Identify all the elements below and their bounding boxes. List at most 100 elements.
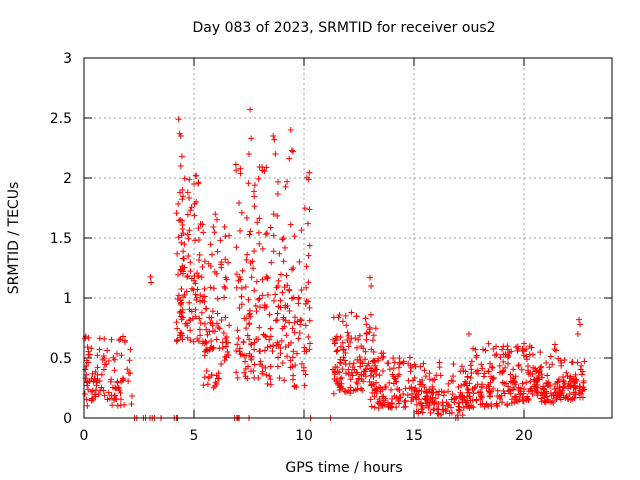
data-point [221, 223, 228, 230]
data-point [415, 410, 422, 417]
data-point [221, 294, 228, 301]
data-point [405, 360, 412, 367]
data-point [280, 314, 287, 321]
data-point [372, 362, 379, 369]
data-point [177, 216, 184, 223]
data-point [286, 286, 293, 293]
data-point [396, 361, 403, 368]
data-point [376, 372, 383, 379]
data-point [396, 371, 403, 378]
data-point [104, 347, 111, 354]
data-point [274, 316, 281, 323]
data-point [469, 386, 476, 393]
data-point [175, 116, 182, 123]
data-point [555, 378, 562, 385]
data-point [175, 200, 182, 207]
data-point [448, 404, 454, 411]
data-point [349, 372, 356, 379]
data-point [216, 325, 223, 332]
data-point [180, 255, 187, 262]
chart-title: Day 083 of 2023, SRMTID for receiver ous… [192, 20, 495, 36]
data-point [241, 315, 248, 322]
data-point [342, 350, 349, 357]
data-point [303, 263, 310, 270]
data-point [256, 324, 263, 331]
data-point [96, 346, 103, 353]
data-point [282, 317, 289, 324]
y-tick-label: 2 [63, 171, 72, 187]
data-point [243, 352, 250, 359]
data-point [256, 304, 263, 311]
data-point [286, 307, 293, 314]
data-point [278, 271, 285, 278]
data-point [270, 342, 277, 349]
data-point [84, 382, 91, 389]
data-point [274, 190, 281, 197]
data-point [497, 395, 504, 402]
data-point [201, 348, 208, 355]
data-point [500, 358, 507, 365]
data-point [371, 393, 378, 400]
data-point [512, 394, 519, 401]
data-point [242, 283, 249, 290]
data-point [255, 336, 262, 343]
data-point [485, 388, 492, 395]
data-point [86, 378, 93, 385]
data-point [221, 357, 228, 364]
data-point [275, 282, 282, 289]
data-point [207, 319, 214, 326]
data-point [117, 336, 124, 343]
data-point [493, 401, 500, 408]
data-point [187, 207, 194, 214]
data-point [507, 390, 514, 397]
data-point [264, 380, 271, 387]
data-point [467, 362, 474, 369]
data-point [245, 180, 252, 187]
data-point [215, 375, 222, 382]
data-point [178, 217, 185, 224]
data-point [221, 283, 228, 290]
data-point [89, 387, 96, 394]
data-point [117, 396, 124, 403]
data-point [100, 366, 107, 373]
y-tick-label: 0.5 [50, 351, 72, 367]
data-point [279, 360, 286, 367]
data-point [84, 344, 91, 351]
data-point [565, 395, 572, 402]
data-point [210, 285, 217, 292]
data-point [412, 384, 419, 391]
data-point [453, 394, 460, 401]
data-point [266, 372, 273, 379]
data-point [103, 361, 110, 368]
data-point [180, 248, 187, 255]
data-point [343, 322, 350, 329]
data-point [363, 336, 370, 343]
data-point [236, 304, 243, 311]
data-point [126, 357, 133, 364]
data-point [222, 343, 229, 350]
data-point [490, 374, 497, 381]
data-point [293, 350, 300, 357]
data-point [267, 333, 274, 340]
data-point [469, 397, 476, 404]
data-point [218, 317, 225, 324]
data-point [121, 339, 128, 346]
data-point [259, 245, 266, 252]
data-point [449, 391, 456, 398]
data-point [331, 340, 338, 347]
data-point [199, 221, 206, 228]
data-point [201, 340, 208, 347]
data-point [248, 135, 255, 142]
data-point [282, 302, 289, 309]
data-point [341, 388, 348, 395]
data-point [504, 360, 511, 367]
data-point [305, 279, 312, 286]
data-point [184, 231, 191, 238]
data-point [262, 231, 269, 238]
data-point [174, 250, 181, 257]
data-point [233, 347, 240, 354]
data-point [306, 317, 313, 324]
data-point [192, 306, 199, 313]
data-point [267, 363, 274, 370]
data-point [358, 343, 365, 350]
